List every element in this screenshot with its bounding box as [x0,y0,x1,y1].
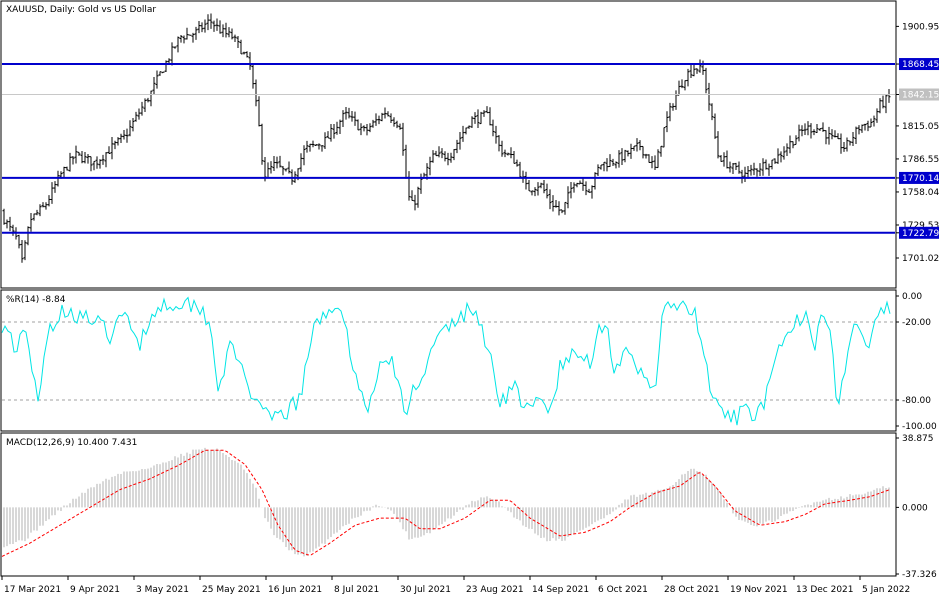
wpr-indicator-label: %R(14) -8.84 [6,295,66,305]
time-axis-tick-label: 5 Jan 2022 [862,585,910,595]
macd-axis-tick-label: -37.326 [902,570,937,580]
time-axis-tick-label: 23 Aug 2021 [466,585,524,595]
time-axis-tick-label: 19 Nov 2021 [730,585,788,595]
macd-axis-tick-label: 0.000 [902,503,928,513]
time-axis-tick-label: 28 Oct 2021 [664,585,720,595]
macd-pane-frame [1,433,896,576]
time-axis-tick-label: 30 Jul 2021 [400,585,451,595]
time-axis-tick-label: 8 Jul 2021 [334,585,379,595]
time-axis-tick-label: 16 Jun 2021 [268,585,322,595]
time-axis-tick-label: 3 May 2021 [136,585,189,595]
time-axis-tick-label: 14 Sep 2021 [532,585,589,595]
wpr-axis-tick-label: -20.00 [902,318,931,328]
wpr-axis-tick-label: -80.00 [902,396,931,406]
time-axis-tick-label: 17 Mar 2021 [4,585,61,595]
macd-axis-tick-label: 38.875 [902,434,934,444]
wpr-axis-tick-label: -100.00 [902,422,937,432]
time-axis-tick-label: 9 Apr 2021 [70,585,120,595]
price-axis-tick-label: 1758.04 [902,188,939,198]
price-axis-tick-label: 1786.55 [902,155,939,165]
time-axis-tick-label: 25 May 2021 [202,585,261,595]
chart-title: XAUUSD, Daily: Gold vs US Dollar [6,5,156,15]
macd-indicator-label: MACD(12,26,9) 10.400 7.431 [6,438,137,448]
time-axis-tick-label: 13 Dec 2021 [796,585,854,595]
price-axis-tick-label: 1900.95 [902,22,939,32]
price-axis-tick-label: 1701.02 [902,254,939,264]
time-axis-tick-label: 6 Oct 2021 [598,585,648,595]
wpr-axis-tick-label: 0.00 [902,292,922,302]
price-pane-frame [1,1,896,288]
price-axis-tick-label: 1722.79 [902,229,939,239]
wpr-pane-frame [1,290,896,431]
price-axis-tick-label: 1770.14 [902,174,939,184]
price-axis-tick-label: 1842.15 [902,91,939,101]
price-axis-tick-label: 1815.05 [902,122,939,132]
price-axis-tick-label: 1868.45 [902,60,939,70]
